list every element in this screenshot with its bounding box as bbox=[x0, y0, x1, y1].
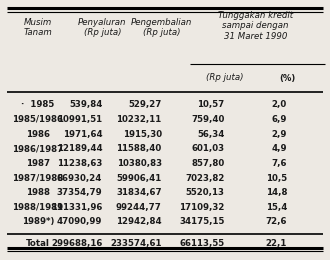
Text: 10,57: 10,57 bbox=[197, 100, 224, 109]
Text: ·  1985: · 1985 bbox=[21, 100, 54, 109]
Text: (%): (%) bbox=[279, 74, 295, 82]
Text: 1986/1987: 1986/1987 bbox=[12, 144, 64, 153]
Text: 7023,82: 7023,82 bbox=[185, 174, 224, 183]
Text: 233574,61: 233574,61 bbox=[110, 239, 162, 248]
Text: 47090,99: 47090,99 bbox=[57, 218, 102, 226]
Text: 10991,51: 10991,51 bbox=[57, 115, 102, 124]
Text: 5520,13: 5520,13 bbox=[185, 188, 224, 197]
Text: 22,1: 22,1 bbox=[266, 239, 287, 248]
Text: 14,8: 14,8 bbox=[266, 188, 287, 197]
Text: 1988/1989: 1988/1989 bbox=[13, 203, 63, 212]
Text: 11588,40: 11588,40 bbox=[116, 144, 162, 153]
Text: 12942,84: 12942,84 bbox=[116, 218, 162, 226]
Text: Musim
Tanam: Musim Tanam bbox=[23, 18, 52, 37]
Text: 66113,55: 66113,55 bbox=[179, 239, 224, 248]
Text: 59906,41: 59906,41 bbox=[116, 174, 162, 183]
Text: 66930,24: 66930,24 bbox=[57, 174, 102, 183]
Text: 34175,15: 34175,15 bbox=[179, 218, 224, 226]
Text: 1986: 1986 bbox=[26, 130, 50, 139]
Text: 15,4: 15,4 bbox=[266, 203, 287, 212]
Text: 601,03: 601,03 bbox=[191, 144, 224, 153]
Text: 1989*): 1989*) bbox=[22, 218, 54, 226]
Text: 72,6: 72,6 bbox=[266, 218, 287, 226]
Text: 11238,63: 11238,63 bbox=[57, 159, 102, 168]
Text: 10380,83: 10380,83 bbox=[116, 159, 162, 168]
Text: 1915,30: 1915,30 bbox=[122, 130, 162, 139]
Text: 17109,32: 17109,32 bbox=[179, 203, 224, 212]
Text: 56,34: 56,34 bbox=[197, 130, 224, 139]
Text: 99244,77: 99244,77 bbox=[116, 203, 162, 212]
Text: 857,80: 857,80 bbox=[191, 159, 224, 168]
Text: 1985/1986: 1985/1986 bbox=[13, 115, 63, 124]
Text: 37354,79: 37354,79 bbox=[57, 188, 102, 197]
Text: 1987: 1987 bbox=[26, 159, 50, 168]
Text: 4,9: 4,9 bbox=[272, 144, 287, 153]
Text: (Rp juta): (Rp juta) bbox=[206, 74, 243, 82]
Text: Pengembalian
(Rp juta): Pengembalian (Rp juta) bbox=[131, 18, 192, 37]
Text: 6,9: 6,9 bbox=[272, 115, 287, 124]
Text: 529,27: 529,27 bbox=[128, 100, 162, 109]
Text: 1971,64: 1971,64 bbox=[63, 130, 102, 139]
Text: 10232,11: 10232,11 bbox=[116, 115, 162, 124]
Text: 31834,67: 31834,67 bbox=[116, 188, 162, 197]
Text: 10,5: 10,5 bbox=[266, 174, 287, 183]
Text: 299688,16: 299688,16 bbox=[51, 239, 102, 248]
Text: 759,40: 759,40 bbox=[191, 115, 224, 124]
Text: Penyaluran
(Rp juta): Penyaluran (Rp juta) bbox=[78, 18, 126, 37]
Text: 12189,44: 12189,44 bbox=[57, 144, 102, 153]
Text: 1988: 1988 bbox=[26, 188, 50, 197]
Text: 2,0: 2,0 bbox=[272, 100, 287, 109]
Text: Total: Total bbox=[26, 239, 50, 248]
Text: 1987/1988: 1987/1988 bbox=[12, 174, 64, 183]
Text: 539,84: 539,84 bbox=[69, 100, 102, 109]
Text: 7,6: 7,6 bbox=[272, 159, 287, 168]
Text: 111331,96: 111331,96 bbox=[51, 203, 102, 212]
Text: 2,9: 2,9 bbox=[272, 130, 287, 139]
Text: Tunggakan kredit
sampai dengan
31 Maret 1990: Tunggakan kredit sampai dengan 31 Maret … bbox=[218, 11, 293, 41]
